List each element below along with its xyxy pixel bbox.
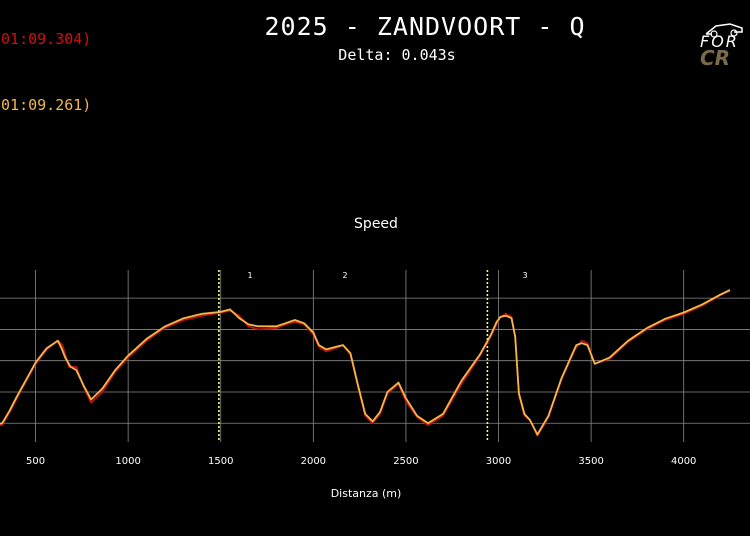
- corner-label: 2: [342, 271, 347, 280]
- brand-logo: FOR CR: [700, 18, 750, 70]
- logo-text-bottom: CR: [700, 46, 731, 70]
- corner-label: 3: [522, 271, 527, 280]
- car-icon: [705, 23, 743, 38]
- x-tick-label: 2000: [301, 456, 326, 467]
- x-tick-label: 4000: [671, 456, 696, 467]
- corner-label: 1: [247, 271, 252, 280]
- x-tick-label: 2500: [393, 456, 418, 467]
- x-tick-label: 3000: [486, 456, 511, 467]
- x-axis-label: Distanza (m): [331, 487, 402, 500]
- x-tick-label: 3500: [578, 456, 603, 467]
- driver-1-laptime: (01:09.304): [0, 30, 92, 48]
- logo-text-top: FOR: [700, 32, 739, 51]
- driver-2-laptime: (01:09.261): [0, 96, 92, 114]
- plot-title: Speed: [354, 216, 398, 232]
- x-tick-label: 1000: [115, 456, 140, 467]
- delta-label: Delta: 0.043s: [338, 46, 456, 64]
- x-tick-label: 1500: [208, 456, 233, 467]
- x-tick-label: 500: [26, 456, 45, 467]
- chart-title: 2025 - ZANDVOORT - Q: [264, 12, 586, 41]
- series-line-2: [0, 289, 731, 436]
- speed-chart: Speed50010001500200025003000350040001234…: [0, 216, 750, 500]
